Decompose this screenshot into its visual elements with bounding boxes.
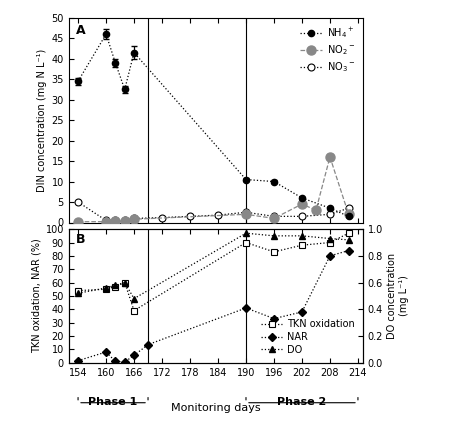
Text: Phase 1: Phase 1	[89, 397, 137, 407]
Legend: NH$_4$$^+$, NO$_2$$^-$, NO$_3$$^-$: NH$_4$$^+$, NO$_2$$^-$, NO$_3$$^-$	[298, 23, 358, 77]
Legend: TKN oxidation, NAR, DO: TKN oxidation, NAR, DO	[258, 316, 358, 358]
Y-axis label: DO concentration
(mg L⁻¹): DO concentration (mg L⁻¹)	[387, 253, 409, 339]
Y-axis label: TKN oxidation, NAR (%): TKN oxidation, NAR (%)	[31, 239, 41, 353]
X-axis label: Monitoring days: Monitoring days	[171, 403, 261, 413]
Y-axis label: DIN concentration (mg N L⁻¹): DIN concentration (mg N L⁻¹)	[37, 49, 47, 192]
Text: B: B	[76, 233, 86, 246]
Text: A: A	[76, 24, 86, 37]
Text: Phase 2: Phase 2	[277, 397, 327, 407]
